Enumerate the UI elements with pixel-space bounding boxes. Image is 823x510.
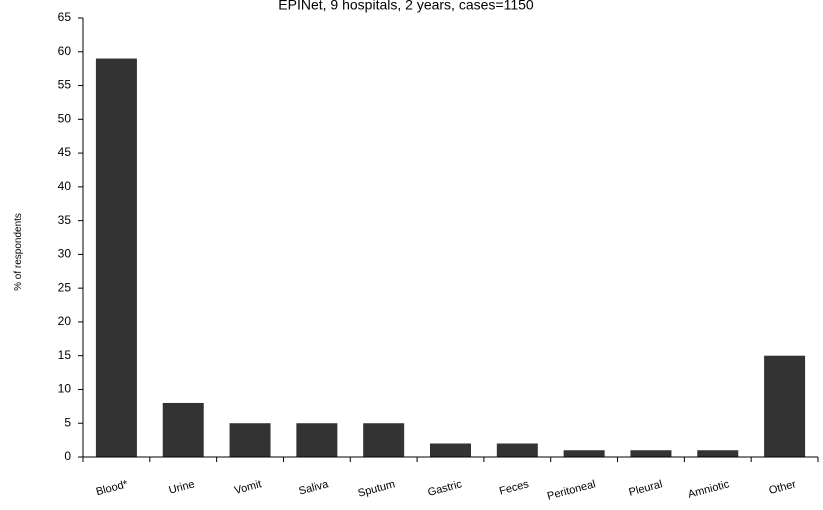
y-tick-label-8: 40 bbox=[58, 179, 72, 193]
y-tick-label-11: 55 bbox=[58, 78, 72, 92]
bar-urine bbox=[162, 402, 204, 457]
bar-pleural bbox=[630, 450, 672, 457]
chart-title: EPINet, 9 hospitals, 2 years, cases=1150 bbox=[278, 0, 534, 13]
bar-saliva bbox=[296, 423, 338, 457]
y-tick-label-1: 5 bbox=[64, 415, 71, 429]
y-tick-label-3: 15 bbox=[58, 348, 72, 362]
x-tick-label-6: Feces bbox=[498, 478, 531, 497]
y-tick-label-10: 50 bbox=[58, 111, 72, 125]
bar-feces bbox=[496, 443, 538, 457]
x-tick-label-7: Peritoneal bbox=[546, 478, 597, 502]
y-tick-label-4: 20 bbox=[58, 314, 72, 328]
bar-sputum bbox=[363, 423, 405, 457]
y-tick-label-12: 60 bbox=[58, 44, 72, 58]
y-axis-label: % of respondents bbox=[13, 213, 24, 291]
y-tick-label-2: 10 bbox=[58, 382, 72, 396]
x-tick-label-9: Amniotic bbox=[687, 478, 731, 501]
bar-vomit bbox=[229, 423, 271, 457]
bars-group bbox=[95, 58, 806, 458]
x-tick-label-8: Pleural bbox=[628, 478, 664, 498]
bar-peritoneal bbox=[563, 450, 605, 457]
bar-gastric bbox=[430, 443, 471, 457]
y-tick-label-7: 35 bbox=[58, 213, 72, 227]
bar-amniotic bbox=[697, 450, 739, 457]
y-tick-label-5: 25 bbox=[58, 280, 72, 294]
x-tick-label-5: Gastric bbox=[427, 478, 464, 499]
x-tick-label-10: Other bbox=[768, 478, 798, 497]
y-tick-label-6: 30 bbox=[58, 247, 72, 261]
bar-blood bbox=[95, 58, 137, 458]
x-tick-label-4: Sputum bbox=[357, 478, 397, 499]
bar-other bbox=[764, 355, 806, 457]
x-tick-label-0: Blood* bbox=[95, 478, 130, 498]
x-tick-label-1: Urine bbox=[167, 478, 196, 496]
y-tick-label-13: 65 bbox=[58, 10, 72, 24]
x-tick-label-3: Saliva bbox=[298, 478, 331, 498]
x-axis-labels: Blood* Urine Vomit Saliva Sputum Gastric Feces… bbox=[82, 457, 819, 503]
y-axis: 0 5 10 15 20 25 30 35 40 45 50 55 60 65 bbox=[58, 10, 83, 463]
x-tick-label-2: Vomit bbox=[233, 478, 263, 497]
y-tick-label-0: 0 bbox=[64, 449, 71, 463]
y-tick-label-9: 45 bbox=[58, 145, 72, 159]
